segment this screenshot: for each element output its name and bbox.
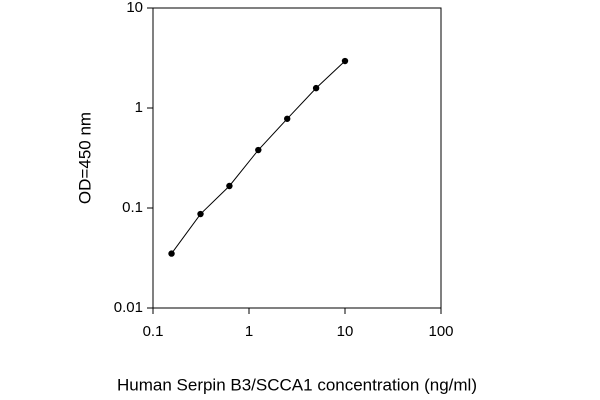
- data-point: [226, 182, 233, 190]
- x-tick-label: 10: [337, 323, 354, 340]
- x-tick-label: 100: [428, 323, 453, 340]
- y-axis-title: OD=450 nm: [75, 112, 94, 204]
- data-point: [312, 84, 320, 92]
- y-tick-label: 0.01: [114, 299, 143, 316]
- y-tick-label: 0.1: [122, 199, 143, 216]
- data-point: [284, 115, 291, 122]
- x-tick-label: 1: [245, 323, 253, 340]
- data-point: [341, 57, 349, 65]
- data-point: [168, 250, 175, 257]
- y-tick-label: 1: [135, 99, 143, 116]
- data-line: [171, 60, 346, 254]
- plot-frame: [152, 7, 442, 309]
- x-tick-label: 0.1: [143, 323, 164, 340]
- y-tick-label: 10: [126, 0, 143, 16]
- data-point: [255, 146, 262, 154]
- x-axis-title: Human Serpin B3/SCCA1 concentration (ng/…: [117, 375, 477, 394]
- data-point: [197, 210, 204, 218]
